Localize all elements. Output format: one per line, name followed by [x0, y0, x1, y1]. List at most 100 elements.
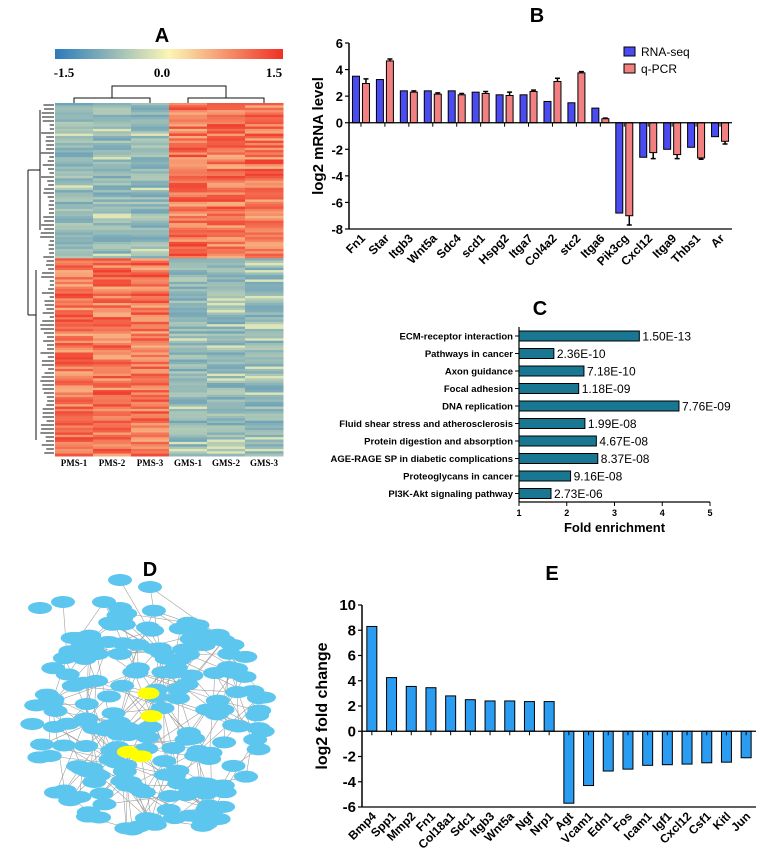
heatmap-cell — [207, 180, 246, 184]
heatmap-cell — [55, 434, 94, 438]
heatmap-cell — [169, 390, 208, 393]
network-node — [20, 717, 45, 730]
heatmap-cell — [245, 211, 284, 215]
heatmap-cell — [169, 246, 208, 250]
panel-d-label: D — [143, 559, 157, 581]
heatmap-cell — [131, 265, 170, 269]
heatmap-cell — [207, 446, 246, 450]
bar — [385, 60, 394, 124]
network-node — [84, 674, 109, 687]
heatmap-cell — [55, 387, 94, 391]
heatmap-cell — [93, 124, 132, 128]
heatmap-cell — [93, 258, 132, 262]
heatmap-cell — [245, 340, 284, 344]
heatmap-cell — [55, 345, 94, 349]
heatmap-cell — [207, 368, 246, 372]
heatmap-cell — [55, 103, 94, 106]
heatmap-cell — [207, 105, 246, 109]
heatmap-cell — [169, 406, 208, 410]
heatmap-cell — [169, 171, 208, 175]
heatmap-cell — [93, 197, 132, 200]
heatmap-column-labels: PMS-1 PMS-2 PMS-3 GMS-1 GMS-2 GMS-3 — [61, 458, 279, 468]
heatmap-cell — [245, 375, 284, 379]
heatmap-cell — [169, 307, 208, 311]
heatmap-cell — [55, 244, 94, 248]
heatmap-cell — [169, 335, 208, 339]
heatmap-cell — [131, 112, 170, 116]
x-tick-label: Fn1 — [343, 231, 368, 256]
heatmap-cell — [169, 107, 208, 111]
heatmap-cell — [169, 427, 208, 431]
heatmap-cell — [207, 300, 246, 304]
heatmap-cell — [169, 168, 208, 172]
heatmap-cell — [131, 397, 170, 401]
heatmap-cell — [131, 103, 170, 106]
heatmap-cell — [131, 319, 170, 323]
heatmap-cell — [245, 121, 284, 125]
heatmap-cell — [245, 350, 284, 353]
heatmap-cell — [55, 220, 94, 224]
heatmap-cell — [207, 291, 246, 295]
heatmap-cell — [245, 201, 284, 205]
heatmap-cell — [207, 383, 246, 386]
heatmap-cell — [207, 307, 246, 311]
y-tick-label: 2 — [348, 698, 356, 715]
heatmap-cell — [207, 310, 246, 313]
heatmap-cell — [131, 350, 170, 353]
heatmap-cell — [207, 265, 246, 269]
network-node — [152, 755, 177, 768]
heatmap-cell — [169, 121, 208, 125]
heatmap-cell — [207, 171, 246, 175]
network-node — [243, 733, 268, 746]
heatmap-cell — [93, 340, 132, 344]
heatmap-cell — [169, 138, 208, 142]
heatmap-cell — [55, 168, 94, 172]
heatmap-cell — [245, 183, 284, 186]
heatmap-cell — [55, 175, 94, 179]
heatmap-cell — [93, 324, 132, 328]
heatmap-cell — [169, 110, 208, 113]
heatmap-cell — [169, 105, 208, 109]
heatmap-cell — [55, 201, 94, 205]
heatmap-cell — [93, 272, 132, 276]
heatmap-cell — [93, 326, 132, 330]
heatmap-cell — [245, 194, 284, 198]
heatmap-cell — [93, 401, 132, 405]
heatmap-cell — [55, 121, 94, 125]
heatmap-cell — [245, 230, 284, 233]
heatmap-cell — [207, 107, 246, 111]
heatmap-cell — [93, 448, 132, 452]
heatmap-cell — [55, 420, 94, 424]
heatmap-cell — [169, 291, 208, 295]
bar — [681, 730, 693, 765]
p-value-label: 7.76E-09 — [682, 400, 731, 414]
heatmap-cell — [93, 314, 132, 318]
heatmap-cell — [55, 366, 94, 370]
heatmap-cell — [93, 305, 132, 309]
heatmap-cell — [93, 126, 132, 130]
network-node — [225, 686, 250, 699]
heatmap-cell — [131, 274, 170, 278]
heatmap-cell — [93, 232, 132, 236]
heatmap-cell — [169, 401, 208, 405]
heatmap-cell — [55, 439, 94, 443]
heatmap-cell — [245, 131, 284, 135]
heatmap-cell — [131, 375, 170, 379]
category-label: Fluid shear stress and atherosclerosis — [339, 419, 513, 430]
bar — [577, 72, 586, 124]
heatmap-cell — [131, 166, 170, 170]
heatmap-cell — [245, 138, 284, 142]
heatmap-cell — [55, 291, 94, 295]
y-tick-label: -4 — [331, 169, 343, 184]
heatmap-cell — [169, 154, 208, 158]
heatmap-cell — [207, 211, 246, 215]
heatmap-cell — [55, 286, 94, 290]
heatmap-cell — [169, 277, 208, 280]
heatmap-cell — [93, 154, 132, 158]
heatmap-cell — [207, 338, 246, 342]
heatmap-cell — [245, 333, 284, 337]
network-node — [174, 733, 199, 746]
heatmap-cell — [169, 135, 208, 139]
heatmap-cell — [131, 183, 170, 186]
heatmap-cell — [93, 244, 132, 248]
